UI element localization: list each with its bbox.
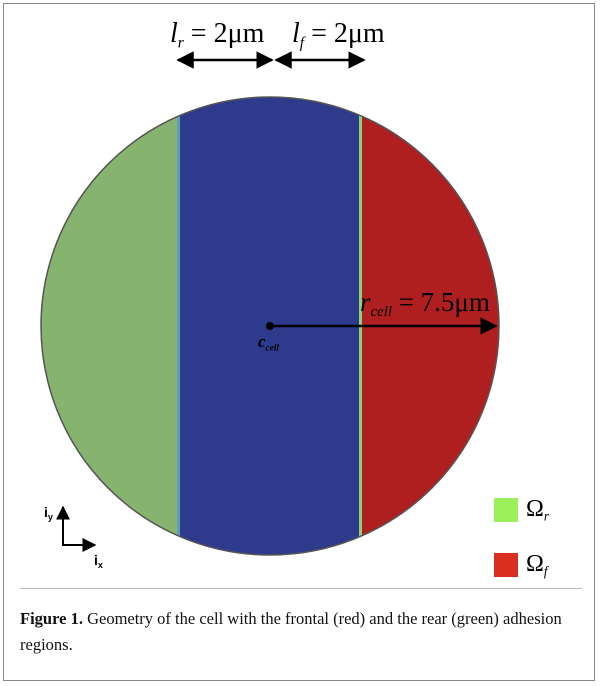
cell-diagram	[40, 51, 500, 556]
radius-label: rcell = 7.5μm	[360, 287, 490, 321]
figure-caption: Figure 1. Geometry of the cell with the …	[20, 606, 580, 658]
rear-adhesion-region	[41, 97, 179, 555]
caption-text: Geometry of the cell with the frontal (r…	[20, 609, 562, 654]
legend-front-label: Ωf	[526, 551, 548, 579]
x-axis-label: ix	[94, 552, 103, 570]
caption-divider	[20, 588, 582, 589]
center-label: ccell	[258, 332, 280, 354]
y-axis-label: iy	[44, 504, 53, 522]
legend-front-swatch	[494, 553, 518, 577]
legend-rear-swatch	[494, 498, 518, 522]
legend-rear-label: Ωr	[526, 496, 549, 524]
figure-frame	[3, 3, 595, 681]
rear-width-label: lr = 2μm	[170, 18, 265, 52]
rear-boundary-line	[177, 97, 180, 555]
caption-label: Figure 1.	[20, 609, 83, 628]
cell-outline	[40, 96, 500, 556]
front-width-label: lf = 2μm	[292, 18, 385, 52]
